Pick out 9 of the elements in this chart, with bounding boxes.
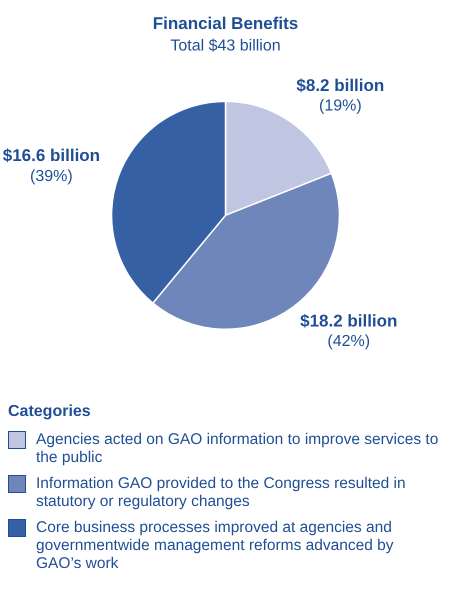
legend-label: Agencies acted on GAO information to improve services to the public [36, 431, 440, 467]
chart-title: Financial Benefits [152, 14, 298, 33]
data-label: $18.2 billion (42%) [300, 311, 398, 350]
data-label: $8.2 billion (19%) [296, 76, 384, 115]
chart-subtitle: Total $43 billion [170, 37, 281, 54]
data-label: $16.6 billion (39%) [2, 146, 100, 185]
legend-title: Categories [8, 403, 92, 421]
legend-label: Information GAO provided to the Congress resulted in statutory or regulatory changes [36, 475, 407, 511]
legend-label: Core business processes improved at agencies and governmentwide management reforms advanced by GAO’s work [36, 519, 395, 573]
